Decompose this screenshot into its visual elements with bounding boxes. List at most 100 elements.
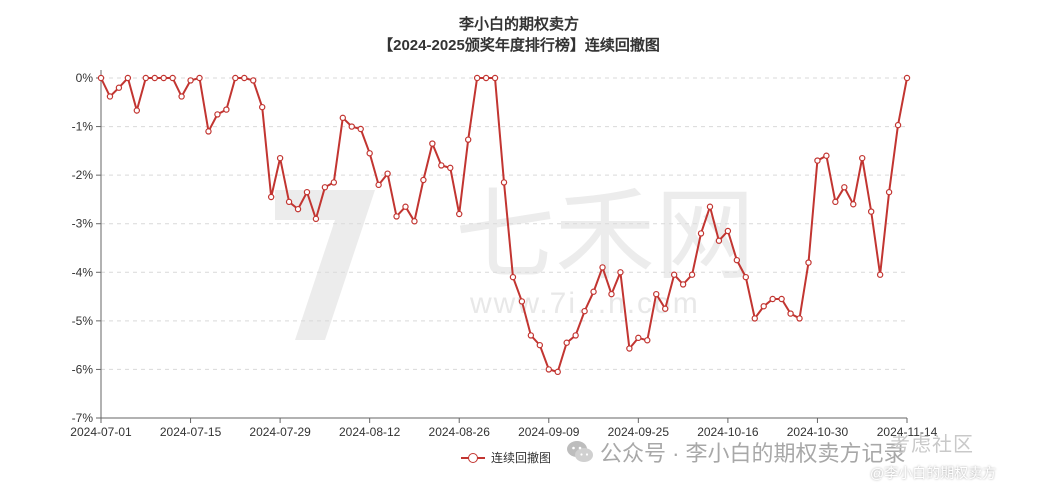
data-point [850, 201, 857, 208]
data-point [733, 256, 741, 264]
x-tick-label: 2024-07-29 [249, 425, 311, 439]
data-point [724, 227, 732, 235]
x-tick-label: 2024-11-14 [877, 425, 938, 439]
data-point [214, 111, 221, 118]
data-point [787, 310, 794, 317]
y-tick-label: 0% [76, 71, 94, 85]
data-point [608, 290, 615, 298]
legend[interactable]: 连续回撤图 [461, 449, 551, 466]
data-point [626, 345, 633, 352]
x-tick-label: 2024-07-15 [160, 425, 222, 439]
y-tick-label: -4% [72, 265, 94, 279]
data-point [876, 271, 884, 278]
data-point [160, 74, 167, 82]
data-point [97, 74, 105, 82]
data-point [232, 74, 239, 82]
author-watermark: @李小白的期权卖方 [870, 465, 997, 481]
community-watermark: 考虑社区 [890, 434, 974, 456]
data-point [572, 332, 579, 339]
y-tick-label: -1% [72, 120, 94, 134]
data-point [545, 366, 552, 373]
data-point [456, 210, 463, 218]
data-point [894, 121, 902, 129]
data-point [357, 125, 364, 133]
data-point [805, 259, 812, 266]
data-point [832, 198, 839, 206]
y-tick-label: -2% [72, 168, 94, 182]
data-point [438, 162, 445, 169]
x-tick-label: 2024-10-30 [787, 425, 849, 439]
data-point [536, 341, 544, 349]
data-point [814, 157, 821, 164]
data-point [527, 332, 535, 339]
x-tick-label: 2024-08-26 [429, 425, 491, 439]
data-point [303, 188, 311, 196]
data-point [411, 218, 418, 225]
data-point [133, 107, 141, 114]
data-point [223, 106, 230, 113]
data-point [679, 281, 687, 288]
chart-title-line2: 【2024-2025颁奖年度排行榜】连续回撤图 [378, 37, 660, 54]
data-point [187, 77, 194, 84]
data-point [267, 193, 275, 201]
data-point [885, 188, 893, 196]
data-point [554, 368, 561, 376]
data-point [715, 237, 723, 244]
data-point [841, 184, 848, 191]
data-point [330, 179, 338, 186]
wechat-public-account-watermark: 公众号 · 李小白的期权卖方记录 [566, 436, 906, 468]
data-point [384, 170, 391, 177]
data-point [796, 315, 803, 322]
data-point [402, 203, 409, 210]
data-point [205, 128, 212, 135]
data-point [250, 77, 257, 84]
data-point [581, 307, 588, 315]
legend-line-marker-icon [461, 452, 485, 464]
x-tick-label: 2024-09-25 [608, 425, 670, 439]
data-point [491, 74, 499, 82]
y-tick-label: -5% [72, 314, 94, 328]
data-point [375, 181, 382, 189]
y-tick-label: -7% [72, 411, 94, 425]
data-point [859, 154, 866, 162]
data-point [653, 290, 660, 298]
data-point [115, 84, 123, 91]
data-point [196, 74, 203, 82]
y-tick-label: -6% [72, 362, 94, 376]
data-point [276, 154, 284, 162]
data-point [366, 150, 373, 157]
data-point [142, 74, 149, 82]
x-tick-label: 2024-09-09 [518, 425, 580, 439]
data-point [706, 203, 714, 210]
data-point [760, 303, 767, 310]
data-point [509, 273, 517, 281]
data-point [778, 295, 785, 303]
public-account-text: 公众号 · 李小白的期权卖方记录 [600, 441, 906, 466]
legend-label: 连续回撤图 [491, 451, 552, 465]
data-point [769, 295, 776, 303]
data-point [473, 74, 481, 82]
data-point [742, 273, 750, 281]
data-point [823, 152, 830, 159]
x-tick-label: 2024-10-16 [697, 425, 759, 439]
data-point [420, 176, 427, 184]
data-point [670, 271, 678, 278]
data-point [312, 215, 320, 223]
y-tick-label: -3% [72, 217, 94, 231]
data-point [482, 74, 490, 82]
data-point [447, 164, 454, 172]
data-point [599, 264, 606, 271]
data-point [178, 93, 185, 100]
data-point [348, 123, 355, 130]
data-point [429, 140, 436, 147]
data-point [321, 184, 329, 191]
data-point [635, 334, 642, 342]
data-point [464, 136, 472, 143]
x-tick-label: 2024-08-12 [339, 425, 401, 439]
data-point [617, 269, 624, 276]
data-point [563, 339, 570, 346]
x-tick-label: 2024-07-01 [70, 425, 132, 439]
data-point [241, 74, 248, 82]
data-point [285, 198, 293, 206]
